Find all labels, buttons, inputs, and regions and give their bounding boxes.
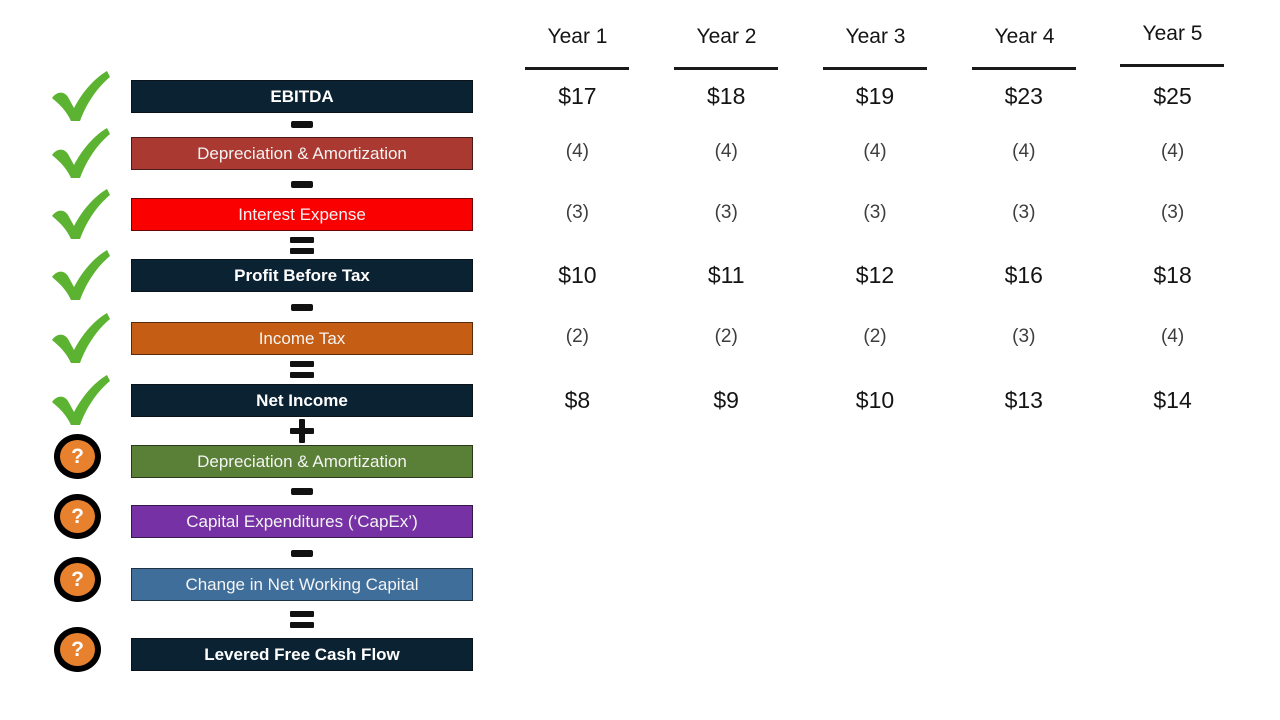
values-depreciation-amortization: (4) (4) (4) (4) (4) [503,135,1247,168]
values-interest-expense: (3) (3) (3) (3) (3) [503,196,1247,229]
value-cell: (4) [1012,140,1036,162]
value-cell: $23 [1004,83,1043,109]
value-cell: $18 [1153,262,1192,288]
operator-equals-icon [290,361,314,378]
bar-label: EBITDA [270,86,334,106]
bar-label: Net Income [256,390,348,410]
value-cell: (4) [1160,140,1185,162]
bar-levered-free-cash-flow: Levered Free Cash Flow [131,638,473,671]
value-cell: (3) [1160,201,1185,223]
column-header-year2: Year 2 [696,25,757,48]
question-mark-icon: ? [54,557,101,602]
operator-minus-icon [291,488,313,495]
check-icon [52,189,110,239]
check-icon [52,250,110,300]
column-header-year5: Year 5 [1142,22,1203,45]
value-cell: $19 [855,83,895,109]
value-cell: $10 [855,387,895,413]
operator-equals-icon [290,611,314,628]
check-icon [52,313,110,363]
bar-change-in-net-working-capital: Change in Net Working Capital [131,568,473,601]
check-icon [52,71,110,121]
value-cell: (2) [714,325,738,347]
bar-ebitda: EBITDA [131,80,473,113]
value-cell: $13 [1004,387,1043,413]
bar-label: Change in Net Working Capital [185,574,419,594]
value-cell: (4) [863,140,887,162]
header-underline [1120,64,1224,67]
operator-minus-icon [291,121,313,128]
bar-label: Depreciation & Amortization [197,451,407,471]
value-cell: (3) [565,201,590,223]
value-cell: (4) [565,140,590,162]
bar-depreciation-amortization-addback: Depreciation & Amortization [131,445,473,478]
bar-net-income: Net Income [131,384,473,417]
bar-label: Income Tax [258,328,346,348]
value-cell: (2) [863,325,887,347]
header-underline [525,67,629,70]
column-header-year4: Year 4 [994,25,1055,48]
value-cell: $14 [1153,387,1192,413]
value-cell: $25 [1153,83,1192,109]
operator-minus-icon [291,181,313,188]
check-icon [52,128,110,178]
operator-minus-icon [291,304,313,311]
bar-income-tax: Income Tax [131,322,473,355]
value-cell: (3) [863,201,887,223]
value-cell: (3) [1012,201,1036,223]
bar-label: Profit Before Tax [234,265,370,285]
bar-label: Interest Expense [238,204,366,224]
question-mark-icon: ? [54,494,101,539]
value-cell: (3) [1012,325,1036,347]
operator-plus-icon [290,419,314,443]
value-cell: $10 [558,262,597,288]
value-cell: (3) [714,201,738,223]
value-cell: $9 [713,387,739,413]
header-underline [972,67,1076,70]
column-header-year1: Year 1 [547,25,608,48]
bar-depreciation-amortization: Depreciation & Amortization [131,137,473,170]
bar-label: Capital Expenditures (‘CapEx’) [186,511,418,531]
operator-equals-icon [290,237,314,254]
check-icon [52,375,110,425]
bar-label: Depreciation & Amortization [197,143,407,163]
values-net-income: $8 $9 $10 $13 $14 [503,384,1247,417]
value-cell: $17 [558,83,597,109]
value-cell: $11 [707,262,745,288]
column-header-year3: Year 3 [845,25,906,48]
value-cell: $16 [1004,262,1043,288]
value-cell: $12 [855,262,895,288]
value-cell: (4) [714,140,738,162]
bar-label: Levered Free Cash Flow [204,644,400,664]
bar-profit-before-tax: Profit Before Tax [131,259,473,292]
values-profit-before-tax: $10 $11 $12 $16 $18 [503,259,1247,292]
header-underline [823,67,927,70]
value-cell: $18 [707,83,746,109]
question-mark-icon: ? [54,434,101,479]
values-ebitda: $17 $18 $19 $23 $25 [503,80,1247,113]
header-underline [674,67,778,70]
bar-interest-expense: Interest Expense [131,198,473,231]
value-cell: (2) [565,325,590,347]
value-cell: $8 [564,387,591,413]
operator-minus-icon [291,550,313,557]
values-income-tax: (2) (2) (2) (3) (4) [503,320,1247,353]
question-mark-icon: ? [54,627,101,672]
bar-capital-expenditures: Capital Expenditures (‘CapEx’) [131,505,473,538]
value-cell: (4) [1160,325,1185,347]
